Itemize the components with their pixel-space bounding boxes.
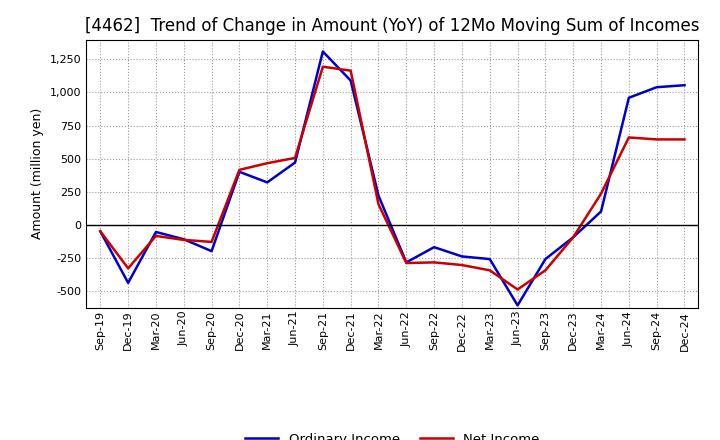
- Title: [4462]  Trend of Change in Amount (YoY) of 12Mo Moving Sum of Incomes: [4462] Trend of Change in Amount (YoY) o…: [85, 17, 700, 35]
- Net Income: [597, 191, 606, 196]
- Ordinary Income: [541, 257, 550, 262]
- Ordinary Income: [458, 254, 467, 259]
- Net Income: [124, 266, 132, 271]
- Ordinary Income: [318, 49, 327, 54]
- Ordinary Income: [652, 84, 661, 90]
- Ordinary Income: [235, 169, 243, 174]
- Net Income: [569, 235, 577, 240]
- Ordinary Income: [402, 260, 410, 265]
- Line: Ordinary Income: Ordinary Income: [100, 51, 685, 305]
- Ordinary Income: [624, 95, 633, 100]
- Ordinary Income: [485, 257, 494, 262]
- Ordinary Income: [513, 303, 522, 308]
- Ordinary Income: [179, 237, 188, 242]
- Ordinary Income: [263, 180, 271, 185]
- Net Income: [291, 155, 300, 161]
- Net Income: [346, 68, 355, 73]
- Net Income: [513, 287, 522, 292]
- Net Income: [458, 262, 467, 268]
- Net Income: [680, 137, 689, 142]
- Net Income: [402, 260, 410, 266]
- Net Income: [207, 239, 216, 245]
- Ordinary Income: [680, 83, 689, 88]
- Ordinary Income: [291, 160, 300, 165]
- Net Income: [96, 229, 104, 234]
- Net Income: [652, 137, 661, 142]
- Ordinary Income: [430, 245, 438, 250]
- Net Income: [541, 268, 550, 273]
- Net Income: [430, 260, 438, 265]
- Ordinary Income: [569, 235, 577, 240]
- Net Income: [235, 167, 243, 172]
- Ordinary Income: [374, 193, 383, 198]
- Ordinary Income: [152, 229, 161, 235]
- Net Income: [374, 202, 383, 207]
- Ordinary Income: [346, 78, 355, 83]
- Net Income: [263, 161, 271, 166]
- Ordinary Income: [597, 209, 606, 214]
- Legend: Ordinary Income, Net Income: Ordinary Income, Net Income: [240, 427, 545, 440]
- Net Income: [318, 64, 327, 70]
- Net Income: [624, 135, 633, 140]
- Ordinary Income: [96, 229, 104, 234]
- Y-axis label: Amount (million yen): Amount (million yen): [32, 108, 45, 239]
- Net Income: [179, 237, 188, 242]
- Net Income: [485, 268, 494, 273]
- Ordinary Income: [124, 280, 132, 286]
- Net Income: [152, 233, 161, 238]
- Ordinary Income: [207, 249, 216, 254]
- Line: Net Income: Net Income: [100, 67, 685, 290]
